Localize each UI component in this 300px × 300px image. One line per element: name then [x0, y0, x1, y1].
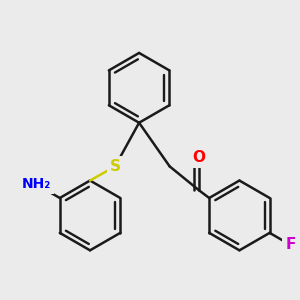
Text: F: F: [285, 237, 296, 252]
Text: O: O: [193, 150, 206, 165]
Text: S: S: [110, 159, 121, 174]
Text: NH₂: NH₂: [22, 177, 51, 191]
